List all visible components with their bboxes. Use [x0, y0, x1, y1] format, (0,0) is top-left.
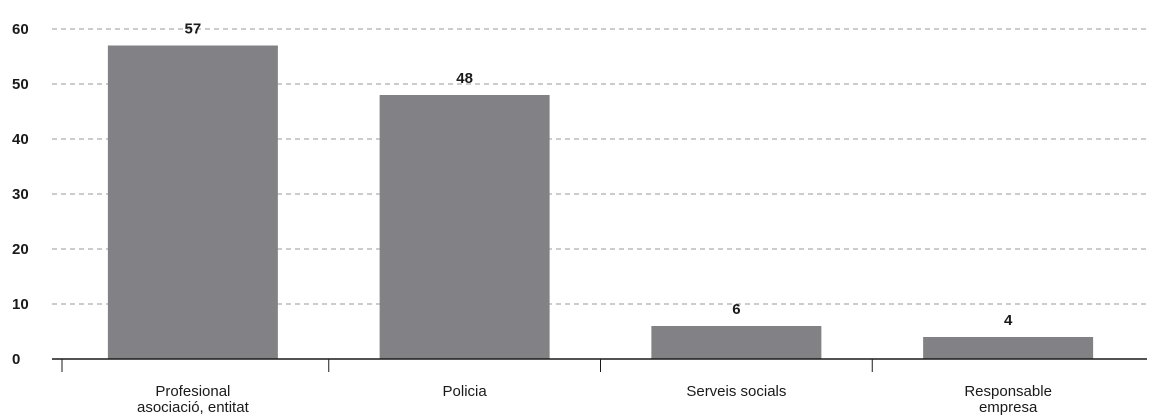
y-tick-label: 0: [12, 351, 20, 368]
data-label: 6: [732, 301, 740, 318]
bar: [107, 45, 278, 359]
x-category-label-line: asociació, entitat: [137, 399, 250, 416]
label-layer: 0 10 20 30 40 50 60 57 48 6 4 Profesional asociació,…: [12, 21, 1052, 417]
x-category-label-line: Policia: [443, 383, 488, 400]
y-tick-label: 10: [12, 296, 29, 313]
x-category-label: Profesional asociació, entitat: [137, 383, 250, 416]
bar-layer: [107, 45, 1094, 359]
bar: [651, 326, 822, 359]
x-category-label-line: Responsable: [964, 383, 1052, 400]
x-category-label-line: Profesional: [155, 383, 230, 400]
x-category-label-line: empresa: [979, 399, 1038, 416]
bar: [923, 337, 1094, 359]
y-tick-label: 30: [12, 186, 29, 203]
y-tick-label: 40: [12, 131, 29, 148]
data-label: 48: [456, 70, 473, 87]
data-label: 4: [1004, 312, 1013, 329]
x-category-label: Responsable empresa: [964, 383, 1052, 416]
x-category-label: Serveis socials: [686, 383, 786, 400]
x-category-label: Policia: [443, 383, 488, 400]
bar: [379, 95, 550, 359]
x-category-label-line: Serveis socials: [686, 383, 786, 400]
data-label: 57: [185, 21, 202, 38]
y-tick-label: 60: [12, 21, 29, 38]
y-tick-label: 20: [12, 241, 29, 258]
y-tick-label: 50: [12, 76, 29, 93]
axis-layer: [52, 358, 1147, 372]
